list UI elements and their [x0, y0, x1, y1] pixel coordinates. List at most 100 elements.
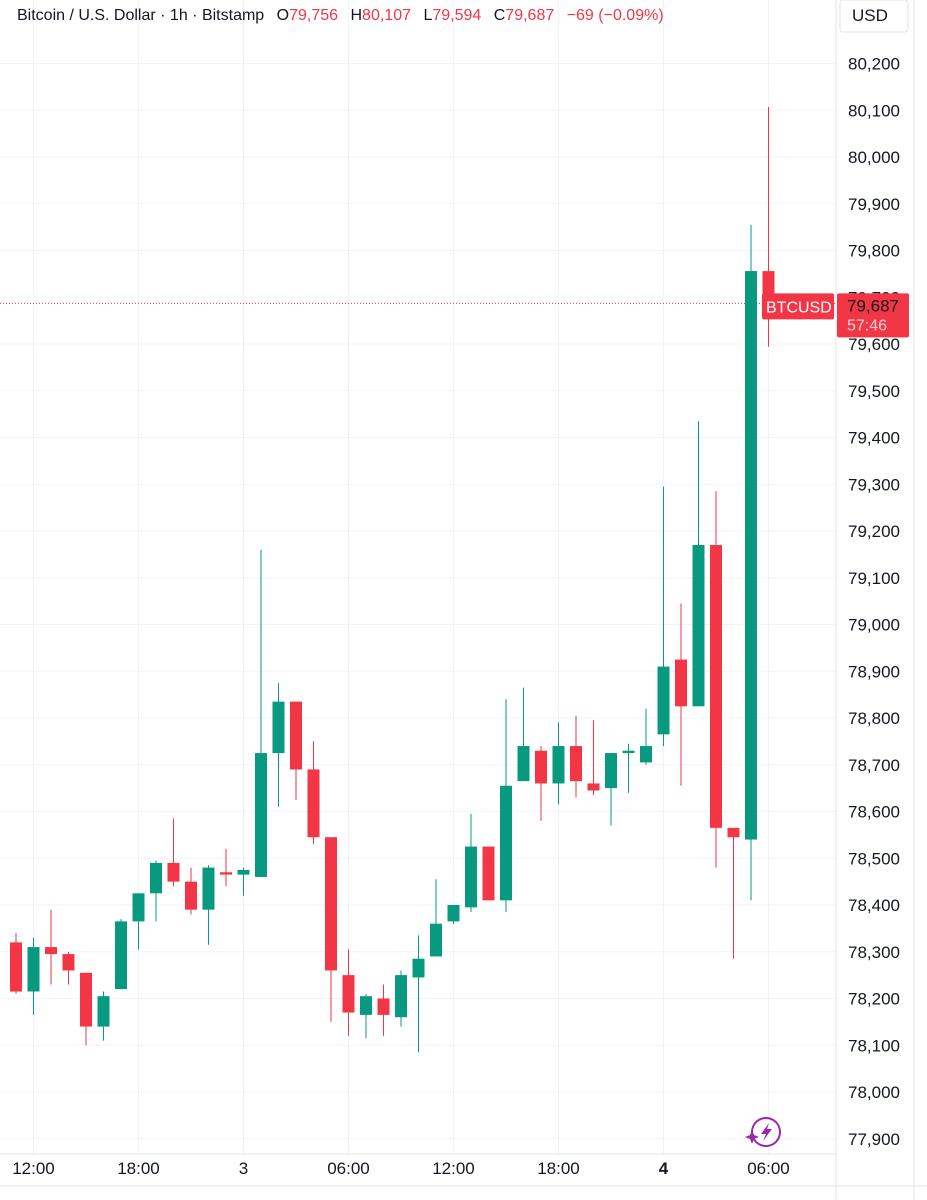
candle[interactable]	[167, 818, 180, 887]
candle[interactable]	[430, 879, 442, 957]
price-tick-label: 79,900	[848, 195, 900, 214]
candle[interactable]	[657, 486, 670, 747]
candle-body	[62, 954, 75, 971]
candle[interactable]	[465, 813, 477, 913]
candle[interactable]	[675, 603, 687, 786]
time-tick-label: 12:00	[12, 1159, 55, 1178]
candle[interactable]	[395, 970, 407, 1027]
price-tick-label: 79,800	[848, 242, 900, 261]
candle-body	[80, 972, 92, 1027]
candle[interactable]	[745, 224, 757, 901]
candle-body	[132, 893, 145, 922]
candle-body	[307, 769, 320, 838]
price-tick-label: 79,400	[848, 429, 900, 448]
candle[interactable]	[325, 837, 337, 1022]
candle-body	[657, 666, 670, 735]
price-tick-label: 78,500	[848, 849, 900, 868]
legend-close-value: 79,687	[505, 7, 554, 24]
price-tick-label: 78,100	[848, 1036, 900, 1055]
candle[interactable]	[185, 867, 197, 915]
candle[interactable]	[202, 865, 215, 945]
candles[interactable]	[10, 106, 775, 1053]
candle-body	[150, 862, 162, 894]
candle-body	[710, 545, 722, 828]
legend-high-value: 80,107	[362, 7, 411, 24]
candle-body	[167, 862, 180, 882]
candle-body	[727, 827, 740, 838]
candle-body	[272, 701, 285, 754]
candle-body	[745, 271, 757, 840]
current-price-tag: BTCUSD 79,687 57:46	[762, 293, 909, 338]
candle[interactable]	[45, 909, 57, 985]
candle[interactable]	[482, 846, 495, 901]
candle-body	[465, 846, 477, 908]
price-tick-label: 79,300	[848, 475, 900, 494]
time-tick-label: 06:00	[327, 1159, 370, 1178]
price-tick-label: 79,500	[848, 382, 900, 401]
candle[interactable]	[220, 848, 232, 887]
candle[interactable]	[27, 937, 40, 1015]
legend-change: −69 (−0.09%)	[567, 7, 664, 24]
time-tick-label: 3	[239, 1159, 248, 1178]
candle-body	[202, 867, 215, 910]
candle[interactable]	[500, 699, 512, 913]
candle-body	[395, 975, 407, 1018]
candle[interactable]	[605, 753, 617, 826]
candle[interactable]	[237, 867, 250, 896]
time-tick-label: 18:00	[537, 1159, 580, 1178]
candle-body	[45, 947, 57, 955]
candle-body	[570, 746, 582, 782]
candle[interactable]	[710, 491, 722, 868]
candle[interactable]	[97, 991, 110, 1041]
candle-body	[220, 872, 232, 875]
candle[interactable]	[80, 972, 92, 1046]
candle[interactable]	[150, 860, 162, 922]
candle[interactable]	[535, 746, 547, 821]
candle-body	[517, 746, 530, 782]
price-axis-labels[interactable]: 77,900 78,000 78,100 78,200 78,300 78,400 78,5…	[848, 55, 900, 1149]
candle[interactable]	[570, 715, 582, 798]
candle[interactable]	[447, 905, 460, 924]
candle[interactable]	[517, 687, 530, 782]
currency-button[interactable]: USD	[839, 0, 909, 33]
candle[interactable]	[62, 951, 75, 985]
candle-body	[377, 998, 390, 1015]
price-tick-label: 78,000	[848, 1083, 900, 1102]
candle[interactable]	[360, 993, 372, 1039]
sparkle-lightning-icon[interactable]	[745, 1117, 781, 1147]
candle[interactable]	[692, 421, 705, 707]
candle[interactable]	[255, 549, 267, 877]
legend-low-value: 79,594	[432, 7, 481, 24]
price-tick-label: 78,700	[848, 756, 900, 775]
price-tick-label: 78,400	[848, 896, 900, 915]
candle[interactable]	[412, 935, 425, 1053]
candle[interactable]	[377, 984, 390, 1036]
candle[interactable]	[587, 720, 600, 796]
candle[interactable]	[290, 701, 302, 800]
time-axis-labels[interactable]: 12:00 18:00 3 06:00 12:00 18:00 4 06:00	[12, 1159, 790, 1178]
candle[interactable]	[342, 949, 355, 1036]
candle-body	[255, 753, 267, 877]
candle-body	[692, 545, 705, 707]
candle-body	[482, 846, 495, 901]
price-tick-label: 80,200	[848, 55, 900, 74]
candle[interactable]	[132, 893, 145, 950]
candle[interactable]	[115, 919, 127, 990]
candle[interactable]	[272, 682, 285, 807]
candle[interactable]	[10, 933, 22, 994]
price-tick-label: 79,600	[848, 335, 900, 354]
candle[interactable]	[727, 827, 740, 959]
price-tick-label: 78,300	[848, 943, 900, 962]
candle-body	[587, 783, 600, 791]
price-tag-countdown: 57:46	[847, 317, 887, 334]
candle[interactable]	[552, 722, 565, 805]
legend-low-label: L	[423, 7, 432, 24]
candle[interactable]	[622, 743, 635, 793]
candle[interactable]	[640, 708, 652, 765]
candle-body	[342, 975, 355, 1013]
candle-body	[27, 947, 40, 992]
candle[interactable]	[307, 741, 320, 845]
candle-body	[447, 905, 460, 922]
